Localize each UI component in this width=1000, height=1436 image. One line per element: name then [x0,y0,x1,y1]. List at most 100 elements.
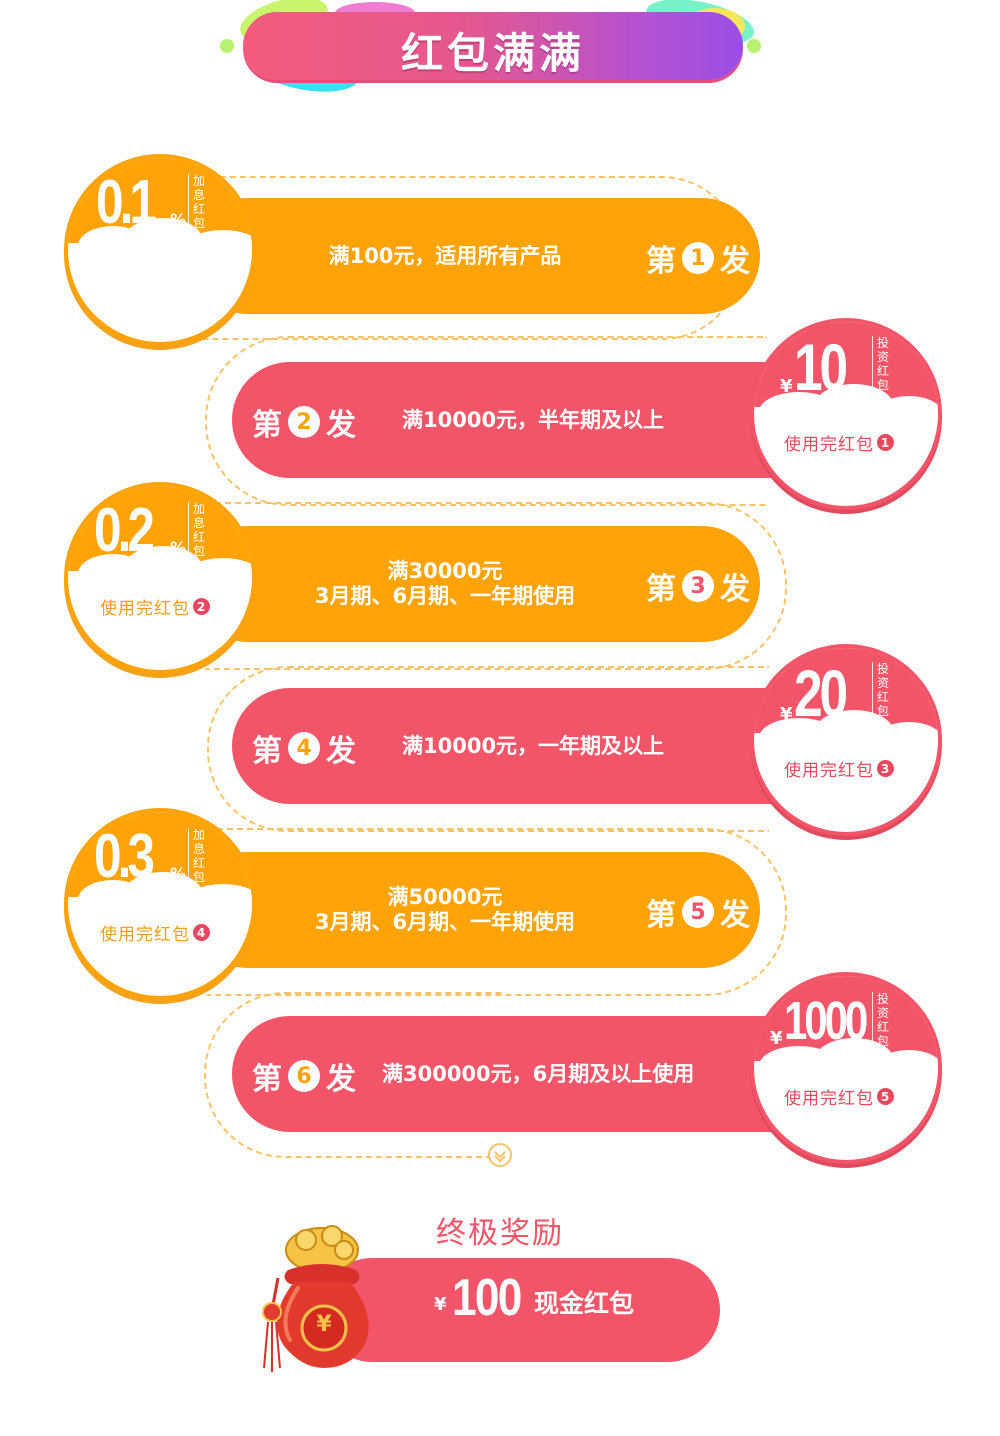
ordinal-number: 6 [288,1060,320,1092]
chevron-down-icon [488,1143,512,1167]
path-connector [204,992,502,1158]
badge-type-label: 加息红包 [188,174,206,230]
row-ordinal: 第 1 发 [646,236,750,280]
reward-row-3: 满30000元 3月期、6月期、一年期使用 第 3 发 [190,526,760,642]
reward-row-1: 满100元，适用所有产品 第 1 发 [190,198,760,314]
ordinal-prefix: 第 [252,408,282,443]
badge-wave [183,558,252,598]
cash-badge-3: ¥ 1000 投资红包 使用完红包 5 [750,972,942,1164]
use-text: 使用完红包 [784,1089,874,1109]
final-reward-pill: ¥ 100 现金红包 [320,1258,720,1362]
money-bag-symbol: ¥ [316,1312,332,1337]
use-condition: 使用完红包 1 [784,430,894,455]
rate-badge-1: 0.1 % 加息红包 [64,154,256,346]
rate-unit: % [170,538,187,557]
badge-type-label: 投资红包 [872,662,890,718]
reward-row-6: 第 6 发 满300000元，6月期及以上使用 [232,1016,832,1132]
cash-badge-1: ¥ 10 投资红包 使用完红包 1 [750,318,942,510]
use-number: 2 [193,598,210,615]
path-connector [205,336,767,506]
ordinal-number: 5 [682,896,714,928]
cash-value: 10 [794,330,848,404]
ordinal-suffix: 发 [326,1062,356,1097]
cash-label: 现金红包 [534,1289,635,1318]
reward-row-5: 满50000元 3月期、6月期、一年期使用 第 5 发 [190,852,760,968]
ordinal-prefix: 第 [252,1062,282,1097]
rate-value: 0.2 [94,496,155,565]
cash-value: 20 [794,656,848,730]
rate-badge-2: 0.2 % 加息红包 使用完红包 2 [64,482,256,674]
row-condition: 满300000元，6月期及以上使用 [382,1062,695,1086]
path-connector [207,666,769,832]
ordinal-number: 2 [288,406,320,438]
use-text: 使用完红包 [100,599,190,619]
row-condition: 满10000元，一年期及以上 [402,734,665,758]
badge-type-label: 加息红包 [188,828,206,884]
badge-wave [874,1050,938,1090]
path-connector [205,502,787,670]
use-text: 使用完红包 [100,925,190,945]
final-reward-title: 终极奖励 [436,1216,564,1251]
use-condition: 使用完红包 5 [784,1084,894,1109]
use-condition: 使用完红包 4 [100,920,210,945]
ordinal-number: 1 [682,242,714,274]
use-condition: 使用完红包 2 [100,594,210,619]
use-number: 4 [193,924,210,941]
banner-body [243,12,743,80]
badge-type-label: 投资红包 [872,336,890,392]
use-condition: 使用完红包 3 [784,756,894,781]
ordinal-prefix: 第 [646,244,676,279]
ordinal-prefix: 第 [646,898,676,933]
rate-value: 0.3 [94,822,155,891]
ordinal-suffix: 发 [720,572,750,607]
use-number: 5 [877,1088,894,1105]
cash-value: 1000 [784,991,868,1051]
cash-badge-2: ¥ 20 投资红包 使用完红包 3 [750,644,942,836]
ordinal-prefix: 第 [646,572,676,607]
row-ordinal: 第 4 发 [252,726,356,770]
ordinal-prefix: 第 [252,734,282,769]
badge-wave [874,722,938,762]
use-text: 使用完红包 [784,761,874,781]
rate-badge-3: 0.3 % 加息红包 使用完红包 4 [64,808,256,1000]
ordinal-suffix: 发 [720,244,750,279]
badge-wave [183,230,252,270]
reward-row-2: 第 2 发 满10000元，半年期及以上 [232,362,832,478]
use-text: 使用完红包 [784,435,874,455]
cash-amount: 100 [452,1269,522,1327]
reward-row-4: 第 4 发 满10000元，一年期及以上 [232,688,832,804]
row-ordinal: 第 3 发 [646,564,750,608]
row-condition-line1: 满50000元 [387,885,503,909]
row-condition: 满10000元，半年期及以上 [402,408,665,432]
rate-value: 0.1 [96,168,157,237]
badge-wave [183,884,252,924]
page-title: 红包满满 [400,29,585,78]
row-condition: 满100元，适用所有产品 [328,244,562,268]
rate-unit: % [170,864,187,883]
ordinal-number: 4 [288,732,320,764]
row-condition-line2: 3月期、6月期、一年期使用 [314,584,576,608]
title-banner: 红包满满 [215,0,785,100]
row-condition-line1: 满30000元 [387,559,503,583]
ordinal-number: 3 [682,570,714,602]
currency-symbol: ¥ [770,1028,783,1049]
row-ordinal: 第 5 发 [646,890,750,934]
ordinal-suffix: 发 [326,408,356,443]
use-number: 1 [877,434,894,451]
money-bag-icon [262,1225,369,1372]
row-ordinal: 第 2 发 [252,400,356,444]
banner-decoration [220,39,234,53]
rate-unit: % [170,210,187,229]
currency-symbol: ¥ [780,704,793,725]
badge-type-label: 投资红包 [872,992,890,1048]
use-number: 3 [877,760,894,777]
row-ordinal: 第 6 发 [252,1054,356,1098]
badge-wave [874,396,938,436]
badge-type-label: 加息红包 [188,502,206,558]
banner-decoration [747,39,761,53]
currency-symbol: ¥ [434,1294,447,1315]
ordinal-suffix: 发 [326,734,356,769]
currency-symbol: ¥ [780,376,793,397]
row-condition-line2: 3月期、6月期、一年期使用 [314,910,576,934]
ordinal-suffix: 发 [720,898,750,933]
